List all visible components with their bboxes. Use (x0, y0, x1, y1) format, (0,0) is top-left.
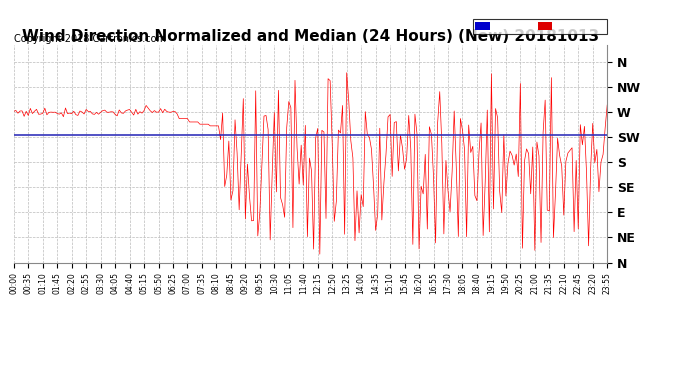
Legend: Average, Direction: Average, Direction (473, 19, 607, 34)
Text: Copyright 2018 Cartronics.com: Copyright 2018 Cartronics.com (14, 34, 166, 44)
Title: Wind Direction Normalized and Median (24 Hours) (New) 20181013: Wind Direction Normalized and Median (24… (22, 29, 599, 44)
